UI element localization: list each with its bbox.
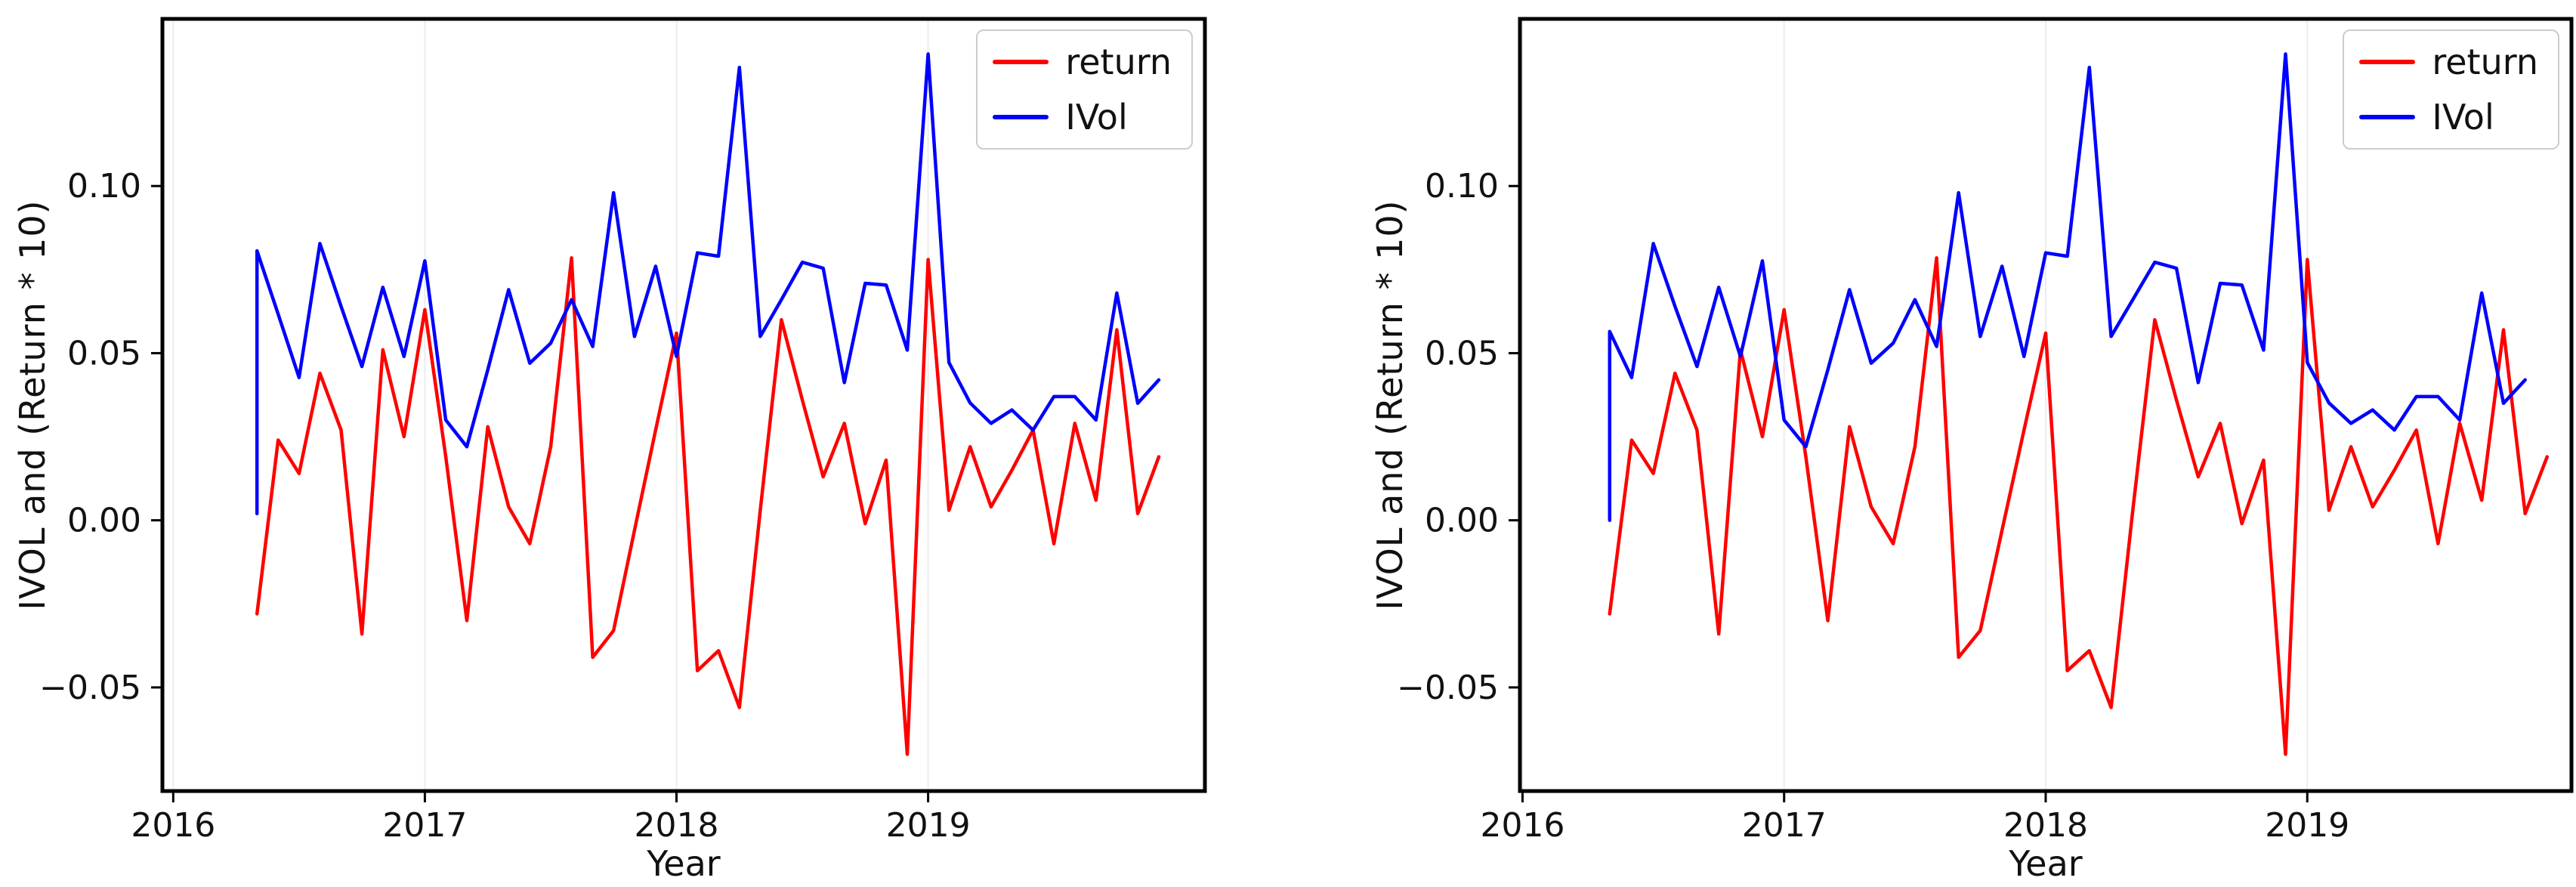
legend-line-sample-ivol <box>2359 114 2416 119</box>
chart-left: 2016 2017 2018 2019 −0.05 0.00 0.05 0.10 IVOL a… <box>12 17 1207 884</box>
plot-canvas-left: 2016 2017 2018 2019 −0.05 0.00 0.05 0.10 <box>39 17 1207 845</box>
y-axis-label: IVOL and (Return * 10) <box>1370 199 1410 610</box>
legend-label: IVol <box>2432 96 2494 138</box>
legend-item-ivol: IVol <box>2359 96 2538 138</box>
plot-border <box>160 17 1207 793</box>
x-tick-label: 2016 <box>1480 806 1564 845</box>
y-axis-label: IVOL and (Return * 10) <box>12 199 53 610</box>
x-tick-label: 2018 <box>635 806 719 845</box>
y-tick-label: 0.10 <box>1425 167 1499 206</box>
y-tick-label: 0.00 <box>67 502 141 540</box>
legend-line-sample-return <box>2359 60 2416 65</box>
legend-line-sample-return <box>993 60 1049 65</box>
series-line-return <box>1608 256 2550 756</box>
x-tick-label: 2019 <box>2265 806 2349 845</box>
legend-item-return: return <box>993 43 1172 82</box>
x-axis-label: Year <box>2009 843 2083 884</box>
legend-line-sample-ivol <box>993 114 1049 119</box>
y-tick-label: −0.05 <box>1397 669 1499 707</box>
series-line-IVol <box>1608 52 2527 522</box>
legend: return IVol <box>2343 29 2559 150</box>
legend-item-return: return <box>2359 43 2538 82</box>
legend-label: return <box>1065 42 1172 82</box>
x-tick-label: 2016 <box>131 806 215 845</box>
y-tick-label: 0.05 <box>1425 334 1499 372</box>
series-line-return <box>255 256 1161 756</box>
y-tick-label: −0.05 <box>39 669 141 707</box>
y-tick-label: 0.00 <box>1425 502 1499 540</box>
x-tick-label: 2018 <box>2003 806 2088 845</box>
x-tick-label: 2019 <box>886 806 971 845</box>
legend-label: return <box>2432 42 2538 82</box>
legend: return IVol <box>976 29 1193 150</box>
chart-right: 2016 2017 2018 2019 −0.05 0.00 0.05 0.10 IVOL a… <box>1288 0 2576 887</box>
x-axis-label: Year <box>647 843 721 884</box>
series-line-IVol <box>255 52 1161 516</box>
legend-label: IVol <box>1065 96 1128 138</box>
y-tick-label: 0.05 <box>67 334 141 372</box>
y-tick-label: 0.10 <box>67 167 141 206</box>
plot-canvas-right: 2016 2017 2018 2019 −0.05 0.00 0.05 0.10 <box>1397 17 2574 845</box>
legend-item-ivol: IVol <box>993 96 1172 138</box>
x-tick-label: 2017 <box>382 806 467 845</box>
x-tick-label: 2017 <box>1742 806 1827 845</box>
